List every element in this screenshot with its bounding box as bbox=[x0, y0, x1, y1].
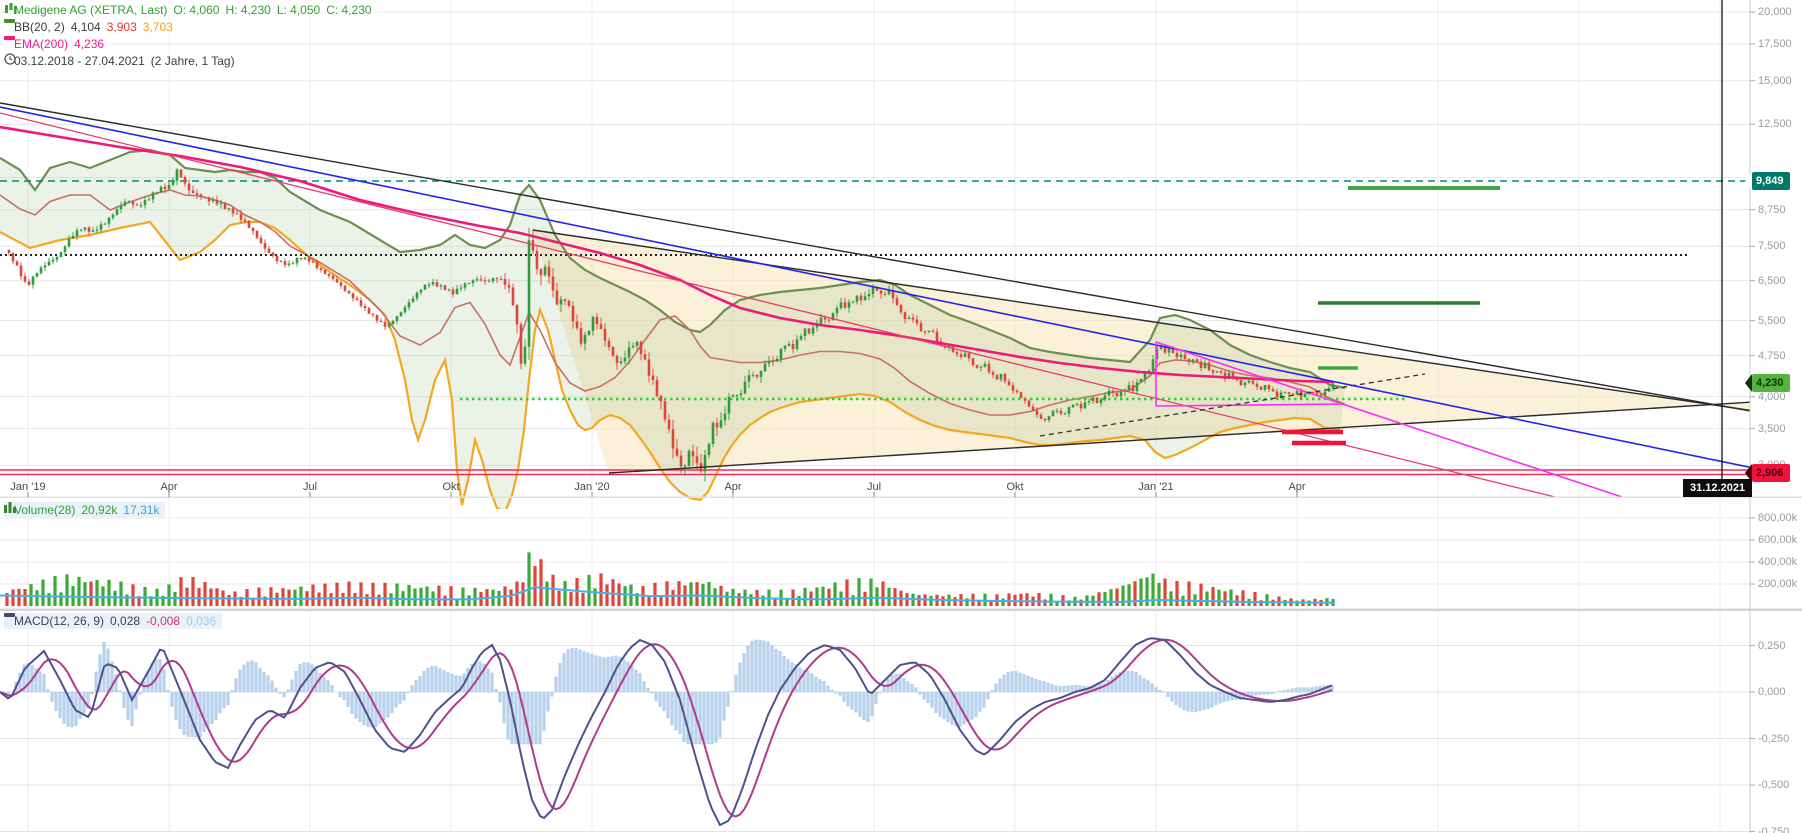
volume-panel[interactable] bbox=[0, 498, 1750, 608]
price-tick-label: 3,500 bbox=[1758, 422, 1786, 435]
wedge-top[interactable] bbox=[532, 229, 1802, 418]
legend-ema-row[interactable]: EMA(200) 4,236 bbox=[4, 36, 111, 52]
time-tick-label: Jan '19 bbox=[10, 481, 46, 493]
time-tick-label: Jan '21 bbox=[1138, 481, 1174, 493]
bb-upper-value: 4,104 bbox=[70, 20, 101, 34]
pennant-upper[interactable] bbox=[1155, 341, 1623, 498]
macd-tick-label: -0,750 bbox=[1758, 825, 1790, 833]
time-tick-label: Apr bbox=[1288, 481, 1306, 493]
macd-tick-label: 0,250 bbox=[1758, 639, 1786, 652]
price-tick-label: 3,000 bbox=[1758, 459, 1786, 472]
macd-signal-line bbox=[0, 638, 1333, 818]
pennant-lower[interactable] bbox=[1155, 403, 1343, 407]
volume-label: Volume(28) bbox=[14, 503, 76, 517]
price-tick-label: 15,000 bbox=[1758, 74, 1792, 87]
macd-tick-label: 0,000 bbox=[1758, 686, 1786, 698]
volume-tick-label: 600,00k bbox=[1758, 534, 1798, 546]
price-tick-label: 8,750 bbox=[1758, 203, 1786, 216]
macd-tick-label: -0,500 bbox=[1758, 779, 1790, 791]
macd-label: MACD(12, 26, 9) bbox=[14, 614, 105, 628]
price-tick-label: 20,000 bbox=[1758, 6, 1792, 18]
volume-ma-line bbox=[0, 586, 1336, 604]
price-tick-label: 6,500 bbox=[1758, 274, 1786, 287]
bb-middle-value: 3,903 bbox=[106, 20, 137, 34]
ema-value: 4,236 bbox=[74, 37, 105, 51]
dashed-support[interactable] bbox=[1039, 373, 1426, 437]
timeframe: (2 Jahre, 1 Tag) bbox=[150, 54, 235, 68]
price-tick-label: 5,500 bbox=[1758, 314, 1786, 327]
volume-value: 20,92k bbox=[81, 503, 118, 517]
price-tick-label: 4,750 bbox=[1758, 349, 1786, 362]
ohlc-close: C: 4,230 bbox=[326, 3, 372, 17]
legend-symbol-row[interactable]: Medigene AG (XETRA, Last) O: 4,060 H: 4,… bbox=[4, 2, 378, 18]
legend-bb-row[interactable]: BB(20, 2) 4,104 3,903 3,703 bbox=[4, 19, 179, 35]
macd-value: 0,028 bbox=[110, 614, 141, 628]
macd-panel[interactable] bbox=[0, 611, 1750, 833]
ema-200-line bbox=[0, 125, 1334, 384]
main-panel[interactable] bbox=[0, 0, 1802, 512]
down-trendline-1[interactable] bbox=[0, 102, 1802, 420]
price-tick-label: 4,000 bbox=[1758, 390, 1786, 403]
volume-tick-label: 200,00k bbox=[1758, 578, 1798, 590]
blue-trendline[interactable] bbox=[0, 106, 1802, 478]
volume-tick-label: 800,00k bbox=[1758, 512, 1798, 524]
wedge-bottom[interactable] bbox=[608, 399, 1802, 474]
time-tick-label: Apr bbox=[160, 481, 178, 493]
time-tick-label: Okt bbox=[442, 481, 460, 493]
volume-ma-value: 17,31k bbox=[123, 503, 160, 517]
legend-volume-row[interactable]: Volume(28) 20,92k 17,31k bbox=[4, 502, 166, 518]
price-tick-label: 12,500 bbox=[1758, 118, 1792, 131]
legend-range-row[interactable]: 03.12.2018 - 27.04.2021 (2 Jahre, 1 Tag) bbox=[4, 53, 241, 69]
ohlc-low: L: 4,050 bbox=[276, 3, 321, 17]
symbol-title: Medigene AG (XETRA, Last) bbox=[14, 3, 168, 17]
bb-label: BB(20, 2) bbox=[14, 20, 65, 34]
macd-line bbox=[0, 637, 1333, 827]
date-range: 03.12.2018 - 27.04.2021 bbox=[14, 54, 145, 68]
bb-lower-value: 3,703 bbox=[142, 20, 173, 34]
time-tick-label: Apr bbox=[724, 481, 742, 493]
time-tick-label: Jan '20 bbox=[574, 481, 610, 493]
price-tick-label: 7,500 bbox=[1758, 240, 1786, 253]
price-tick-label: 17,500 bbox=[1758, 37, 1792, 50]
volume-tick-label: 400,00k bbox=[1758, 556, 1798, 568]
time-tick-label: Jul bbox=[866, 481, 882, 493]
legend-macd-row[interactable]: MACD(12, 26, 9) 0,028 -0,008 0,036 bbox=[4, 613, 223, 629]
ohlc-high: H: 4,230 bbox=[225, 3, 271, 17]
ema-label: EMA(200) bbox=[14, 37, 69, 51]
time-tick-label: Jul bbox=[302, 481, 318, 493]
macd-tick-label: -0,250 bbox=[1758, 732, 1790, 745]
ohlc-open: O: 4,060 bbox=[173, 3, 220, 17]
time-tick-label: Okt bbox=[1006, 481, 1024, 493]
macd-signal-value: -0,008 bbox=[146, 614, 181, 628]
macd-hist-value: 0,036 bbox=[186, 614, 217, 628]
